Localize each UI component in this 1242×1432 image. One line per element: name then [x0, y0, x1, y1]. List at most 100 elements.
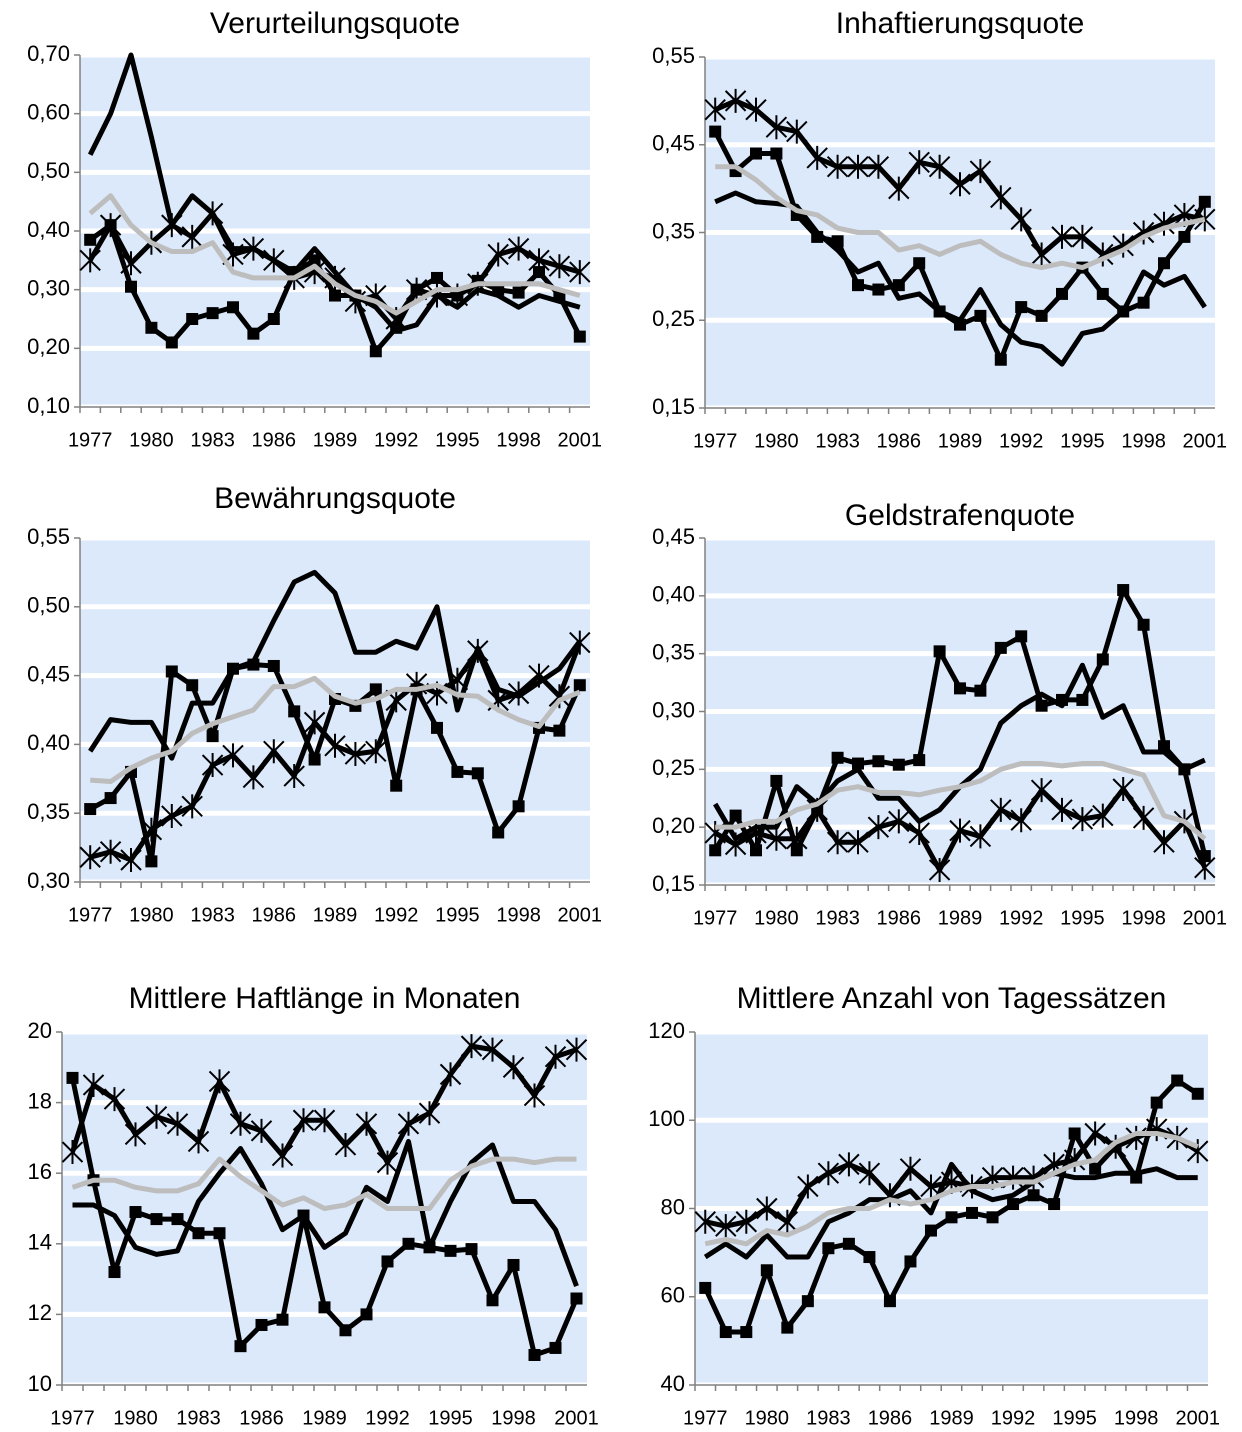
y-tick-label: 16	[28, 1159, 52, 1184]
x-tick-label: 1989	[313, 429, 358, 451]
marker	[888, 809, 910, 834]
y-tick-label: 0,15	[652, 871, 695, 896]
marker	[318, 1301, 331, 1314]
marker	[928, 154, 951, 179]
marker	[863, 1251, 876, 1264]
y-tick-label: 0,70	[27, 41, 70, 66]
marker	[329, 289, 341, 302]
marker	[1112, 776, 1134, 801]
x-tick-label: 1986	[868, 1407, 913, 1429]
x-tick-label: 1989	[313, 904, 358, 926]
marker	[908, 820, 930, 845]
series-line	[90, 675, 581, 785]
marker	[369, 683, 382, 696]
marker	[1010, 207, 1032, 232]
marker	[573, 330, 586, 343]
marker	[817, 1161, 840, 1186]
marker	[1194, 855, 1216, 880]
marker	[369, 345, 382, 358]
marker	[994, 353, 1007, 366]
marker	[227, 301, 239, 314]
marker	[324, 733, 346, 758]
series-line	[714, 190, 1207, 367]
marker	[750, 147, 762, 160]
x-tick-label: 1977	[68, 904, 113, 926]
marker	[765, 826, 788, 851]
marker	[858, 1161, 881, 1186]
marker	[313, 1108, 336, 1133]
marker	[1035, 309, 1048, 322]
marker	[822, 1242, 835, 1255]
marker	[883, 1295, 896, 1308]
y-tick-label: 0,30	[27, 275, 70, 300]
marker	[192, 1227, 205, 1240]
x-tick-label: 1977	[68, 429, 113, 451]
marker	[954, 682, 966, 695]
marker	[1048, 1198, 1061, 1211]
y-tick-label: 40	[661, 1371, 685, 1396]
marker	[1084, 1121, 1106, 1146]
marker	[852, 757, 864, 770]
x-tick-label: 1992	[999, 907, 1044, 929]
x-tick-label: 1980	[754, 430, 799, 452]
marker	[1153, 830, 1175, 855]
y-tick-label: 0,50	[27, 593, 70, 618]
y-tick-label: 0,45	[27, 661, 70, 686]
marker	[120, 251, 142, 276]
marker	[569, 260, 591, 285]
y-tick-label: 100	[648, 1106, 685, 1131]
marker	[84, 803, 97, 816]
marker	[303, 710, 326, 735]
marker	[729, 809, 742, 822]
y-tick-label: 0,40	[27, 730, 70, 755]
marker	[339, 1324, 352, 1337]
marker	[492, 826, 505, 839]
marker	[365, 739, 387, 764]
x-tick-label: 1992	[374, 429, 419, 451]
x-tick-label: 2001	[1183, 430, 1228, 452]
chart-panel: Mittlere Anzahl von Tagessätzen 40 60 80 100…	[648, 982, 1220, 1429]
marker	[966, 1206, 979, 1219]
marker	[397, 1111, 420, 1136]
x-tick-label: 1995	[1060, 907, 1105, 929]
marker	[770, 774, 783, 787]
marker	[288, 705, 301, 718]
x-tick-label: 1980	[113, 1407, 158, 1429]
y-tick-label: 0,55	[652, 43, 695, 68]
series-line	[715, 761, 1207, 841]
marker	[165, 665, 178, 678]
marker	[166, 1111, 189, 1136]
marker	[847, 830, 869, 855]
marker	[481, 1037, 504, 1062]
chart-title: Mittlere Anzahl von Tagessätzen	[737, 982, 1167, 1015]
marker	[765, 115, 788, 140]
marker	[1010, 808, 1032, 833]
x-tick-label: 1986	[252, 429, 297, 451]
marker	[974, 684, 987, 697]
marker	[276, 1313, 289, 1326]
marker	[1035, 699, 1048, 712]
y-tick-label: 0,55	[27, 524, 70, 549]
marker	[523, 1083, 546, 1108]
marker	[444, 1244, 457, 1257]
marker	[986, 1211, 999, 1224]
marker	[544, 1044, 567, 1069]
marker	[872, 755, 885, 768]
y-tick-label: 0,15	[652, 394, 695, 419]
y-tick-label: 60	[661, 1283, 685, 1308]
x-tick-label: 2001	[554, 1407, 599, 1429]
marker	[709, 125, 722, 138]
marker	[206, 730, 219, 743]
marker	[949, 172, 971, 197]
y-tick-label: 0,50	[27, 158, 70, 183]
x-tick-label: 1992	[374, 904, 419, 926]
marker	[899, 1156, 922, 1181]
marker	[360, 1308, 373, 1321]
y-tick-label: 0,30	[27, 868, 70, 893]
marker	[838, 1152, 860, 1177]
marker	[201, 753, 224, 778]
marker	[213, 1227, 226, 1240]
marker	[431, 271, 443, 284]
marker	[165, 336, 178, 349]
